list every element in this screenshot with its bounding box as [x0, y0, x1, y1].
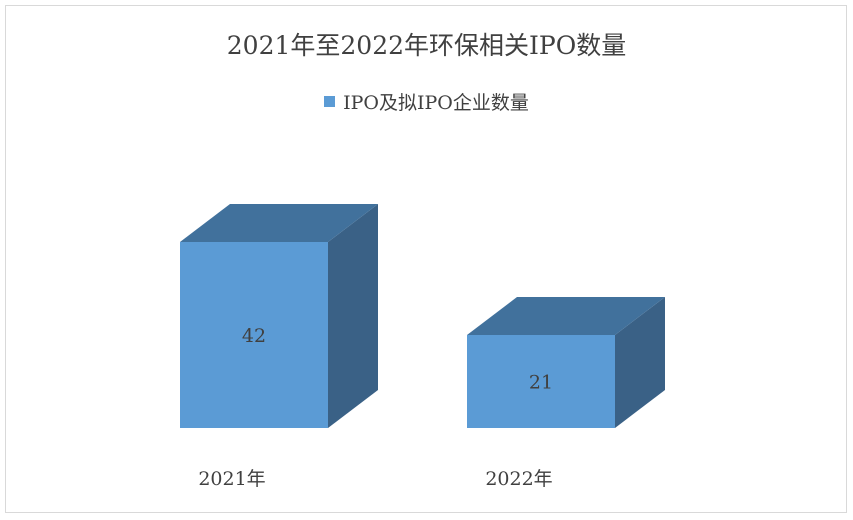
bar-front-face [467, 335, 615, 428]
bar-2 [467, 297, 665, 428]
bar-side-face [328, 204, 378, 428]
chart-legend: IPO及拟IPO企业数量 [0, 88, 853, 115]
bar-top-face [467, 297, 665, 335]
data-label: 42 [242, 325, 266, 347]
chart-title: 2021年至2022年环保相关IPO数量 [226, 31, 627, 60]
bar-side-face [615, 297, 665, 428]
category-label: 2021年 [198, 468, 265, 490]
legend-swatch [324, 96, 336, 107]
chart-frame [5, 5, 847, 513]
category-label: 2022年 [485, 468, 552, 490]
bar-front-face [180, 242, 328, 428]
bar-1 [180, 204, 378, 428]
bar-top-face [180, 204, 378, 242]
legend-label: IPO及拟IPO企业数量 [343, 92, 529, 114]
data-label: 21 [529, 372, 553, 394]
